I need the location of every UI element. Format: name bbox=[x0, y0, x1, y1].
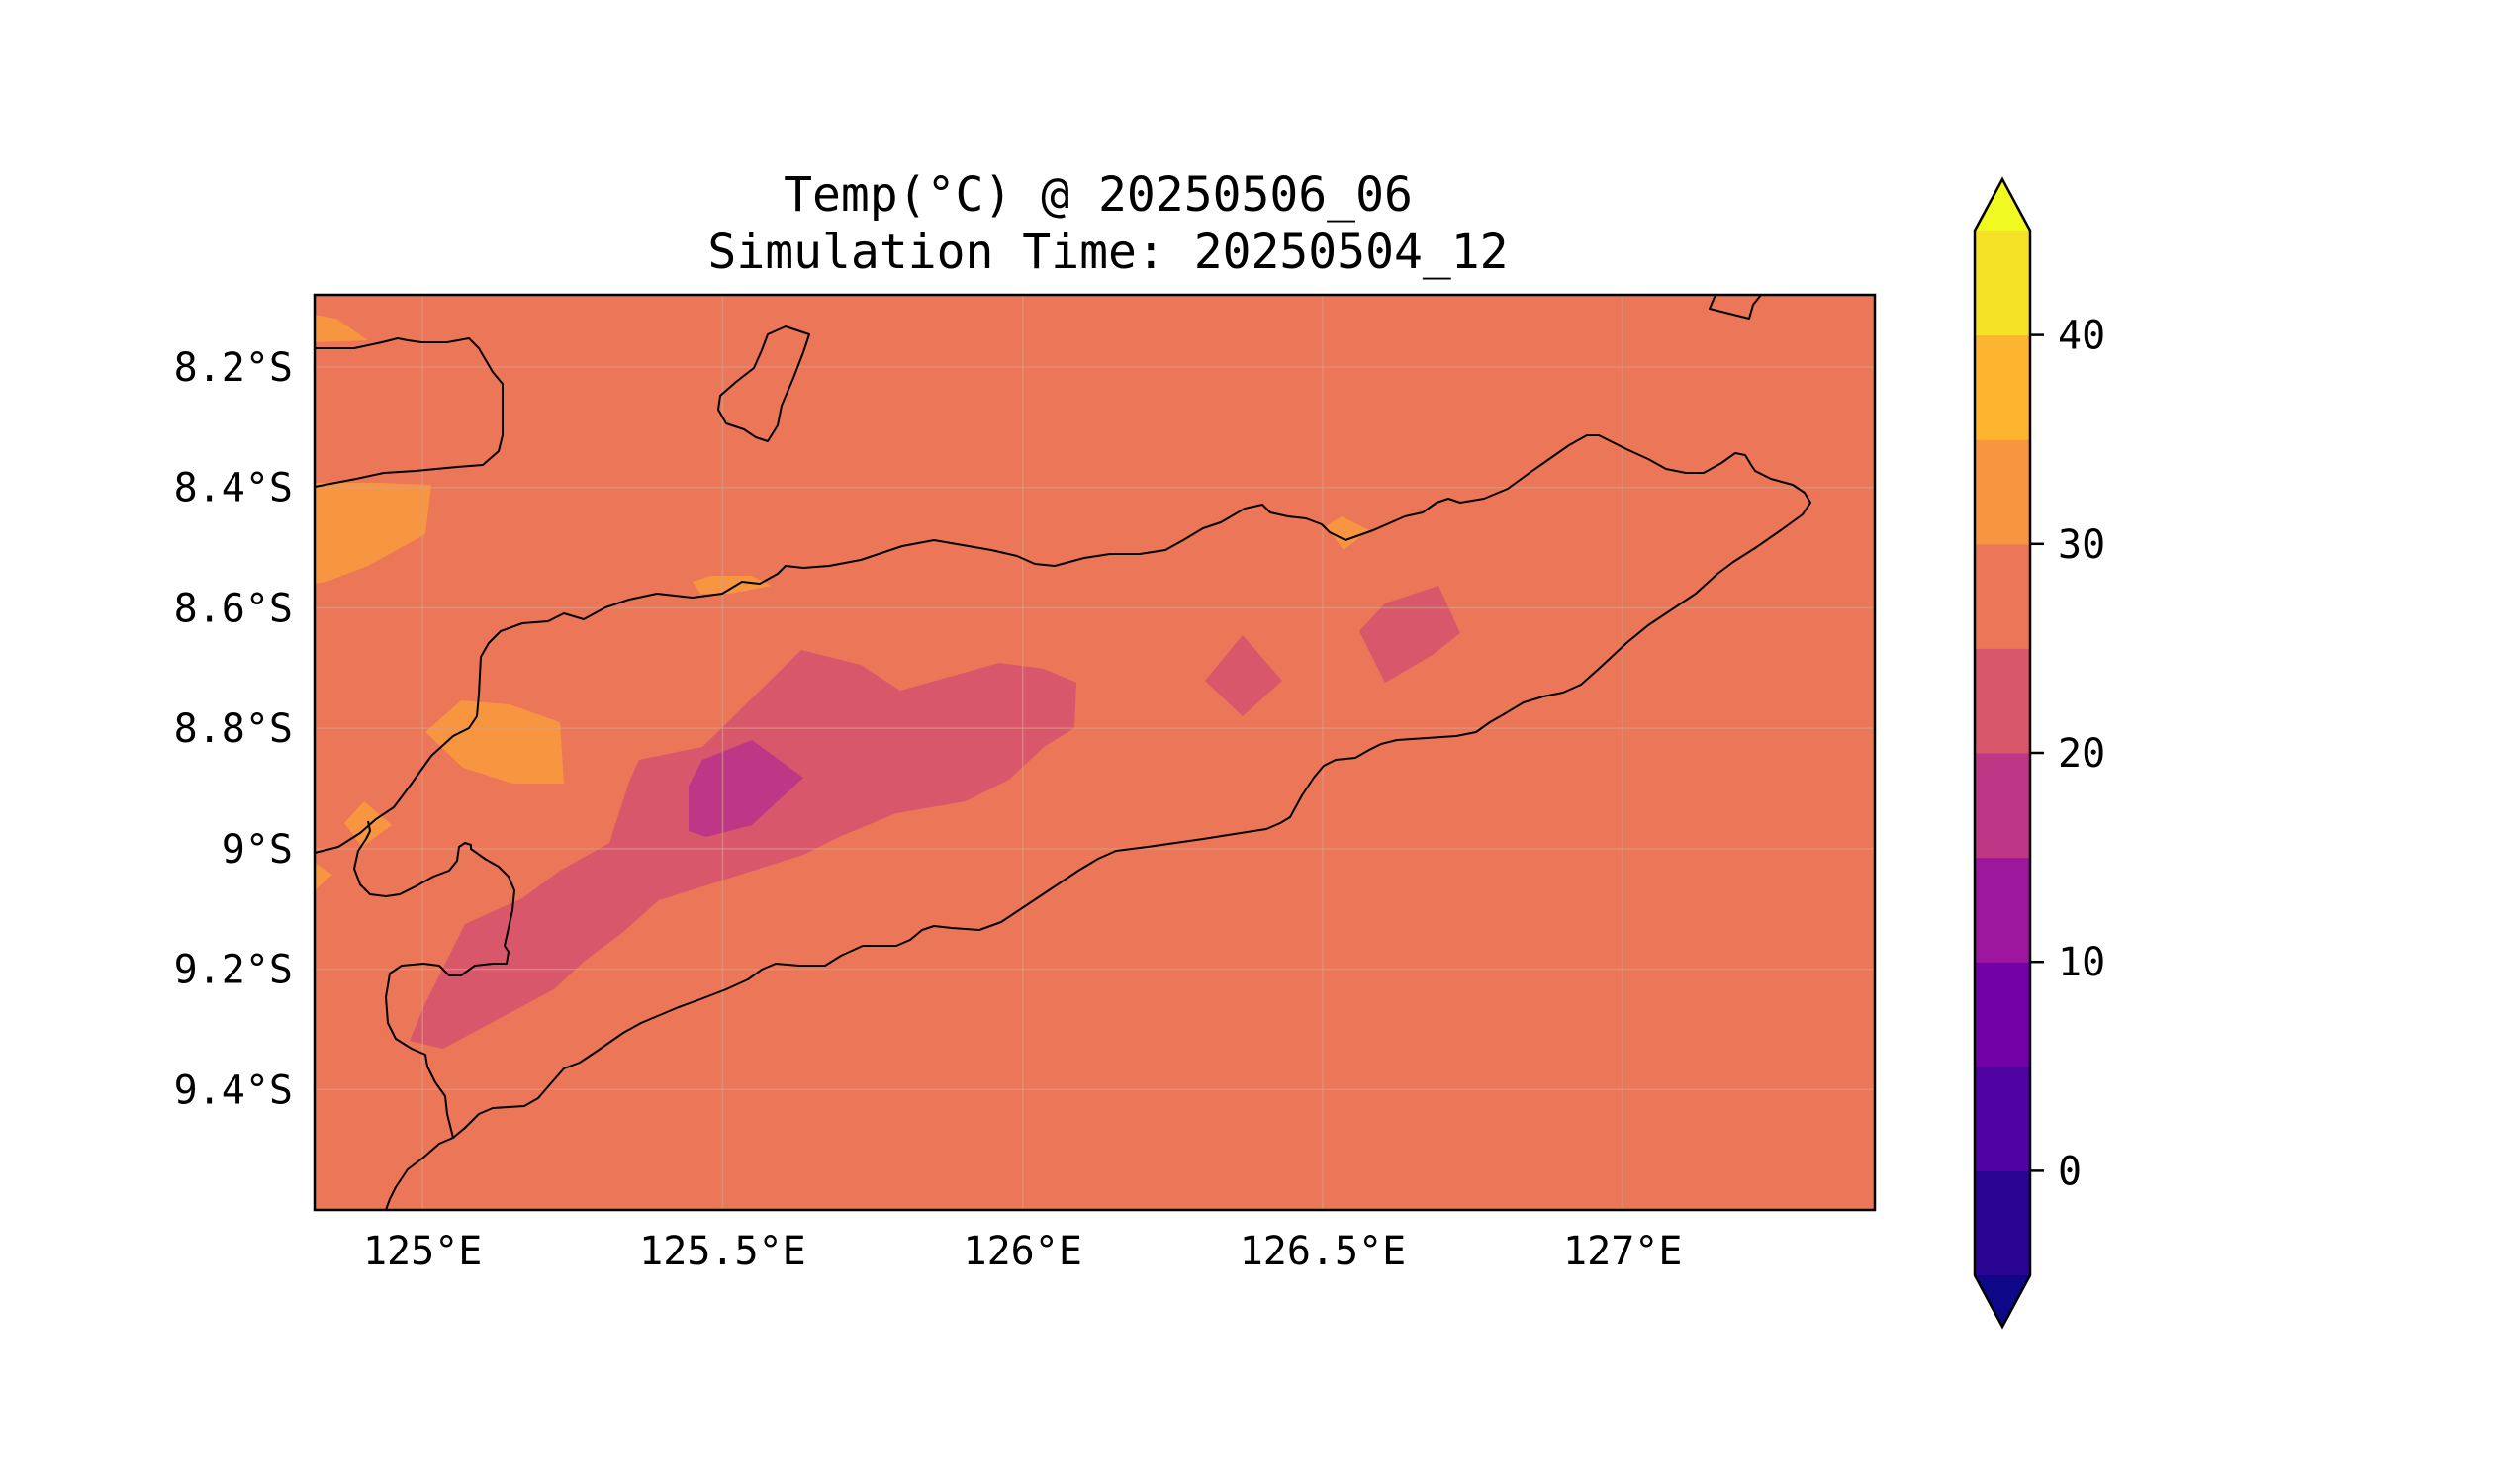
colorbar: 0 10 20 30 40 bbox=[1973, 176, 2105, 1330]
coastline-oecusse-inner bbox=[353, 820, 515, 1139]
coastline-small-island bbox=[717, 325, 810, 442]
colorbar-level-4 bbox=[1975, 753, 2030, 859]
coastline-timor-island bbox=[315, 434, 1811, 1210]
colorbar-level-5 bbox=[1975, 648, 2030, 754]
lat-tick-label: 9.2°S bbox=[174, 948, 293, 993]
lon-tick-label: 125°E bbox=[363, 1229, 482, 1274]
lon-tick-label: 127°E bbox=[1563, 1229, 1682, 1274]
contour-20-25-east-b bbox=[1359, 586, 1460, 683]
contour-30-35-central-west bbox=[425, 700, 564, 784]
contour-15-20-core bbox=[689, 740, 803, 837]
lat-tick-label: 8.4°S bbox=[174, 466, 293, 511]
lat-tick-label: 9°S bbox=[222, 827, 293, 873]
gridlines bbox=[315, 295, 1875, 1210]
lon-tick-label: 125.5°E bbox=[639, 1229, 806, 1274]
colorbar-level-2 bbox=[1975, 962, 2030, 1067]
colorbar-over-extension bbox=[1975, 179, 2030, 231]
map-panel: 125°E 125.5°E 126°E 126.5°E 127°E 8.2°S 8.4°S… bbox=[174, 293, 1877, 1274]
longitude-tick-labels: 125°E 125.5°E 126°E 126.5°E 127°E bbox=[363, 1229, 1682, 1274]
colorbar-outline bbox=[1973, 176, 2032, 1330]
colorbar-level-7 bbox=[1975, 439, 2030, 545]
colorbar-tick-label: 10 bbox=[2058, 940, 2105, 985]
colorbar-level-3 bbox=[1975, 857, 2030, 963]
colorbar-tick-label: 20 bbox=[2058, 731, 2105, 777]
lat-tick-label: 8.2°S bbox=[174, 345, 293, 391]
lon-tick-label: 126.5°E bbox=[1240, 1229, 1407, 1274]
colorbar-level-0 bbox=[1975, 1170, 2030, 1276]
contour-30-35-west-edge bbox=[315, 863, 332, 890]
temperature-field-background bbox=[315, 295, 1875, 1210]
colorbar-tick-label: 40 bbox=[2058, 314, 2105, 359]
title-line-2: Simulation Time: 20250504_12 bbox=[707, 225, 1508, 280]
lat-tick-label: 8.8°S bbox=[174, 706, 293, 752]
lon-tick-label: 126°E bbox=[964, 1229, 1082, 1274]
contour-30-35-coast-north bbox=[693, 576, 772, 594]
colorbar-level-1 bbox=[1975, 1066, 2030, 1171]
map-frame bbox=[313, 293, 1877, 1212]
colorbar-level-8 bbox=[1975, 334, 2030, 440]
colorbar-tick-label: 30 bbox=[2058, 522, 2105, 568]
contour-20-25-east-a bbox=[1205, 635, 1282, 716]
lat-tick-label: 8.6°S bbox=[174, 586, 293, 631]
colorbar-tick-label: 0 bbox=[2058, 1149, 2082, 1194]
coastlines bbox=[315, 295, 1811, 1210]
contour-30-35-west bbox=[315, 483, 431, 584]
colorbar-level-9 bbox=[1975, 231, 2030, 336]
coastline-timor-north bbox=[315, 337, 504, 488]
latitude-tick-labels: 8.2°S 8.4°S 8.6°S 8.8°S 9°S 9.2°S 9.4°S bbox=[174, 345, 293, 1113]
coastline-east-islet bbox=[1709, 295, 1762, 320]
colorbar-under-extension bbox=[1975, 1275, 2030, 1327]
contour-30-35-coast-east bbox=[1326, 516, 1369, 550]
title-line-1: Temp(°C) @ 20250506_06 bbox=[784, 167, 1413, 223]
colorbar-level-6 bbox=[1975, 543, 2030, 649]
lat-tick-label: 9.4°S bbox=[174, 1067, 293, 1113]
contour-30-35-northwest bbox=[315, 315, 368, 342]
